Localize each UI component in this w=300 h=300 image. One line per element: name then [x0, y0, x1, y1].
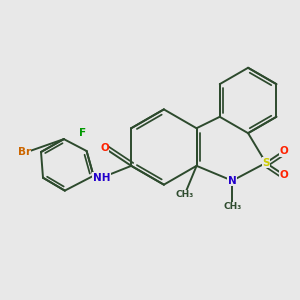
Text: N: N [228, 176, 237, 186]
Text: F: F [79, 128, 86, 138]
Text: CH₃: CH₃ [176, 190, 194, 199]
Text: S: S [262, 158, 270, 168]
Text: CH₃: CH₃ [223, 202, 242, 211]
Text: NH: NH [93, 173, 110, 183]
Text: Br: Br [18, 147, 31, 157]
Text: O: O [100, 143, 109, 153]
Text: O: O [279, 170, 288, 180]
Text: O: O [279, 146, 288, 156]
